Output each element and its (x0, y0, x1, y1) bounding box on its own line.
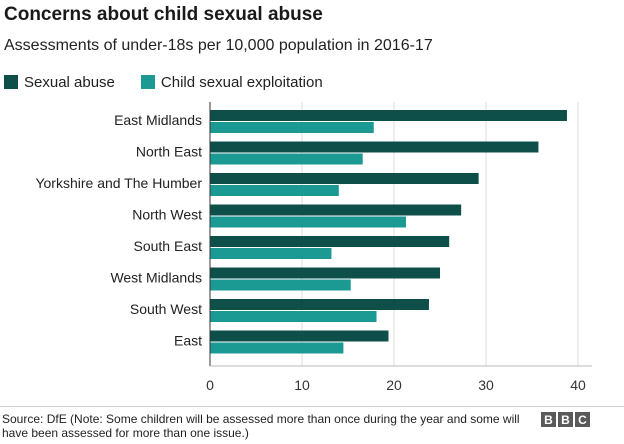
chart-title: Concerns about child sexual abuse (4, 4, 323, 25)
legend: Sexual abuse Child sexual exploitation (4, 73, 349, 91)
bar-child-sexual-exploitation-east-midlands (210, 122, 374, 133)
bar-sexual-abuse-south-west (210, 299, 429, 310)
category-label-north-west: North West (132, 207, 202, 223)
category-label-south-east: South East (134, 238, 203, 254)
bar-sexual-abuse-east (210, 330, 389, 342)
legend-swatch-sexual-abuse (4, 75, 18, 89)
bar-sexual-abuse-north-east (210, 141, 539, 153)
x-tick-label-40: 40 (570, 377, 586, 393)
category-label-west-midlands: West Midlands (110, 270, 202, 286)
bar-child-sexual-exploitation-south-west (210, 311, 377, 322)
footer-divider (0, 406, 624, 407)
bbc-logo-letter-1: B (541, 412, 556, 427)
legend-label-sexual-abuse: Sexual abuse (24, 73, 115, 91)
bbc-logo-letter-3: C (575, 412, 590, 427)
x-tick-label-20: 20 (386, 377, 402, 393)
bar-chart: East Midlands North East Yorkshire and The… (35, 102, 592, 393)
bbc-logo: B B C (539, 412, 590, 427)
category-label-south-west: South West (130, 301, 202, 317)
bbc-logo-letter-2: B (558, 412, 573, 427)
bar-child-sexual-exploitation-west-midlands (210, 279, 351, 291)
bar-child-sexual-exploitation-south-east (210, 248, 332, 259)
bar-child-sexual-exploitation-north-west (210, 216, 406, 228)
bar-sexual-abuse-yorkshire-and-the-humber (210, 173, 479, 184)
category-label-east: East (174, 333, 202, 349)
bar-sexual-abuse-east-midlands (210, 110, 567, 121)
x-tick-label-30: 30 (478, 377, 494, 393)
source-note: Source: DfE (Note: Some children will be… (2, 412, 520, 440)
category-label-east-midlands: East Midlands (114, 112, 202, 128)
legend-label-child-sexual-exploitation: Child sexual exploitation (160, 73, 323, 91)
chart-subtitle: Assessments of under-18s per 10,000 popu… (4, 37, 433, 54)
bar-sexual-abuse-north-west (210, 204, 462, 216)
bar-child-sexual-exploitation-north-east (210, 153, 363, 165)
x-tick-label-10: 10 (294, 377, 310, 393)
legend-item-child-sexual-exploitation: Child sexual exploitation (140, 73, 323, 91)
bar-child-sexual-exploitation-east (210, 342, 344, 354)
bar-sexual-abuse-south-east (210, 236, 450, 247)
category-label-yorkshire-and-the-humber: Yorkshire and The Humber (35, 175, 202, 191)
category-label-north-east: North East (136, 144, 202, 160)
legend-item-sexual-abuse: Sexual abuse (4, 74, 115, 91)
legend-swatch-child-sexual-exploitation (140, 75, 155, 89)
bar-sexual-abuse-west-midlands (210, 267, 440, 279)
bar-child-sexual-exploitation-yorkshire-and-the-humber (210, 185, 339, 196)
x-tick-label-0: 0 (206, 377, 214, 393)
